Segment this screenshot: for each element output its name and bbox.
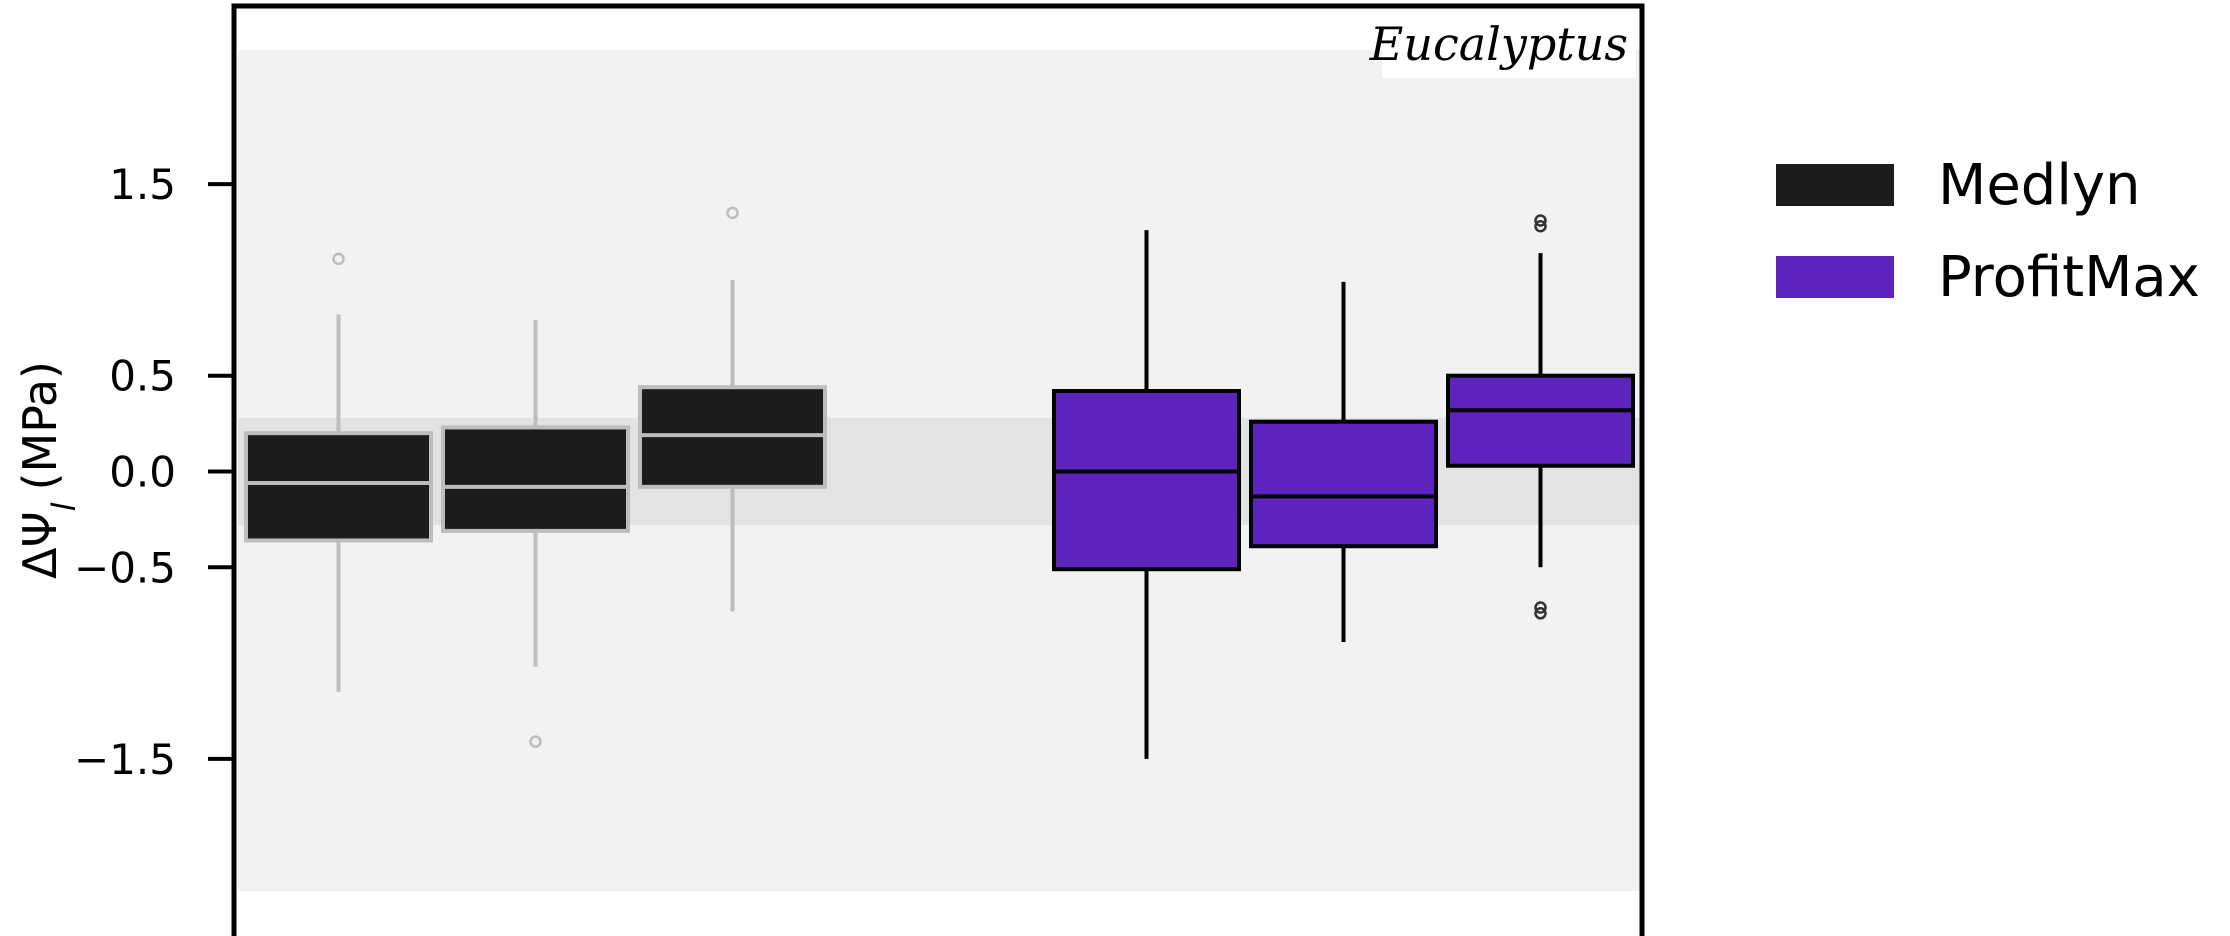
box-medlyn-3	[638, 206, 827, 612]
box-profitmax-3	[1446, 214, 1635, 620]
legend-label-profitmax: ProfitMax	[1938, 245, 2200, 310]
legend-label-medlyn: Medlyn	[1938, 153, 2141, 218]
box-iqr	[441, 425, 630, 533]
legend-swatch-medlyn	[1776, 164, 1894, 206]
panel-label: Eucalyptus	[1369, 17, 1628, 71]
box-profitmax-2	[1249, 281, 1438, 643]
panel-label-box: Eucalyptus	[1369, 10, 1636, 78]
y-tick-label: −1.5	[74, 735, 176, 784]
y-axis: 1.5 0.5 0.0 −0.5 −1.5	[74, 160, 234, 784]
outlier-point	[1534, 214, 1547, 227]
box-iqr	[1249, 419, 1438, 549]
y-tick-label: 1.5	[109, 160, 176, 209]
y-axis-label: ΔΨl(MPa)	[13, 361, 83, 579]
y-axis-label-unit: (MPa)	[13, 361, 67, 490]
box-iqr	[244, 431, 433, 543]
outlier-point	[332, 252, 345, 266]
box-medlyn-1	[244, 252, 433, 692]
box-groups	[244, 206, 1635, 759]
y-tick-label: 0.5	[109, 352, 176, 401]
box-iqr	[1052, 389, 1241, 572]
y-tick-label: 0.0	[109, 448, 176, 497]
y-tick-label: −0.5	[74, 543, 176, 592]
legend-swatch-profitmax	[1776, 256, 1894, 298]
y-axis-label-subscript: l	[45, 502, 83, 511]
box-medlyn-2	[441, 320, 630, 748]
outlier-point	[1534, 220, 1547, 233]
series-medlyn	[244, 206, 827, 748]
outlier-point	[1534, 601, 1547, 614]
outlier-point	[726, 206, 739, 220]
box-iqr	[1446, 373, 1635, 468]
outlier-point	[1534, 607, 1547, 620]
series-profitmax	[1052, 214, 1635, 759]
outlier-point	[529, 735, 542, 748]
box-profitmax-1	[1052, 230, 1241, 759]
legend: Medlyn ProfitMax	[1776, 153, 2200, 310]
